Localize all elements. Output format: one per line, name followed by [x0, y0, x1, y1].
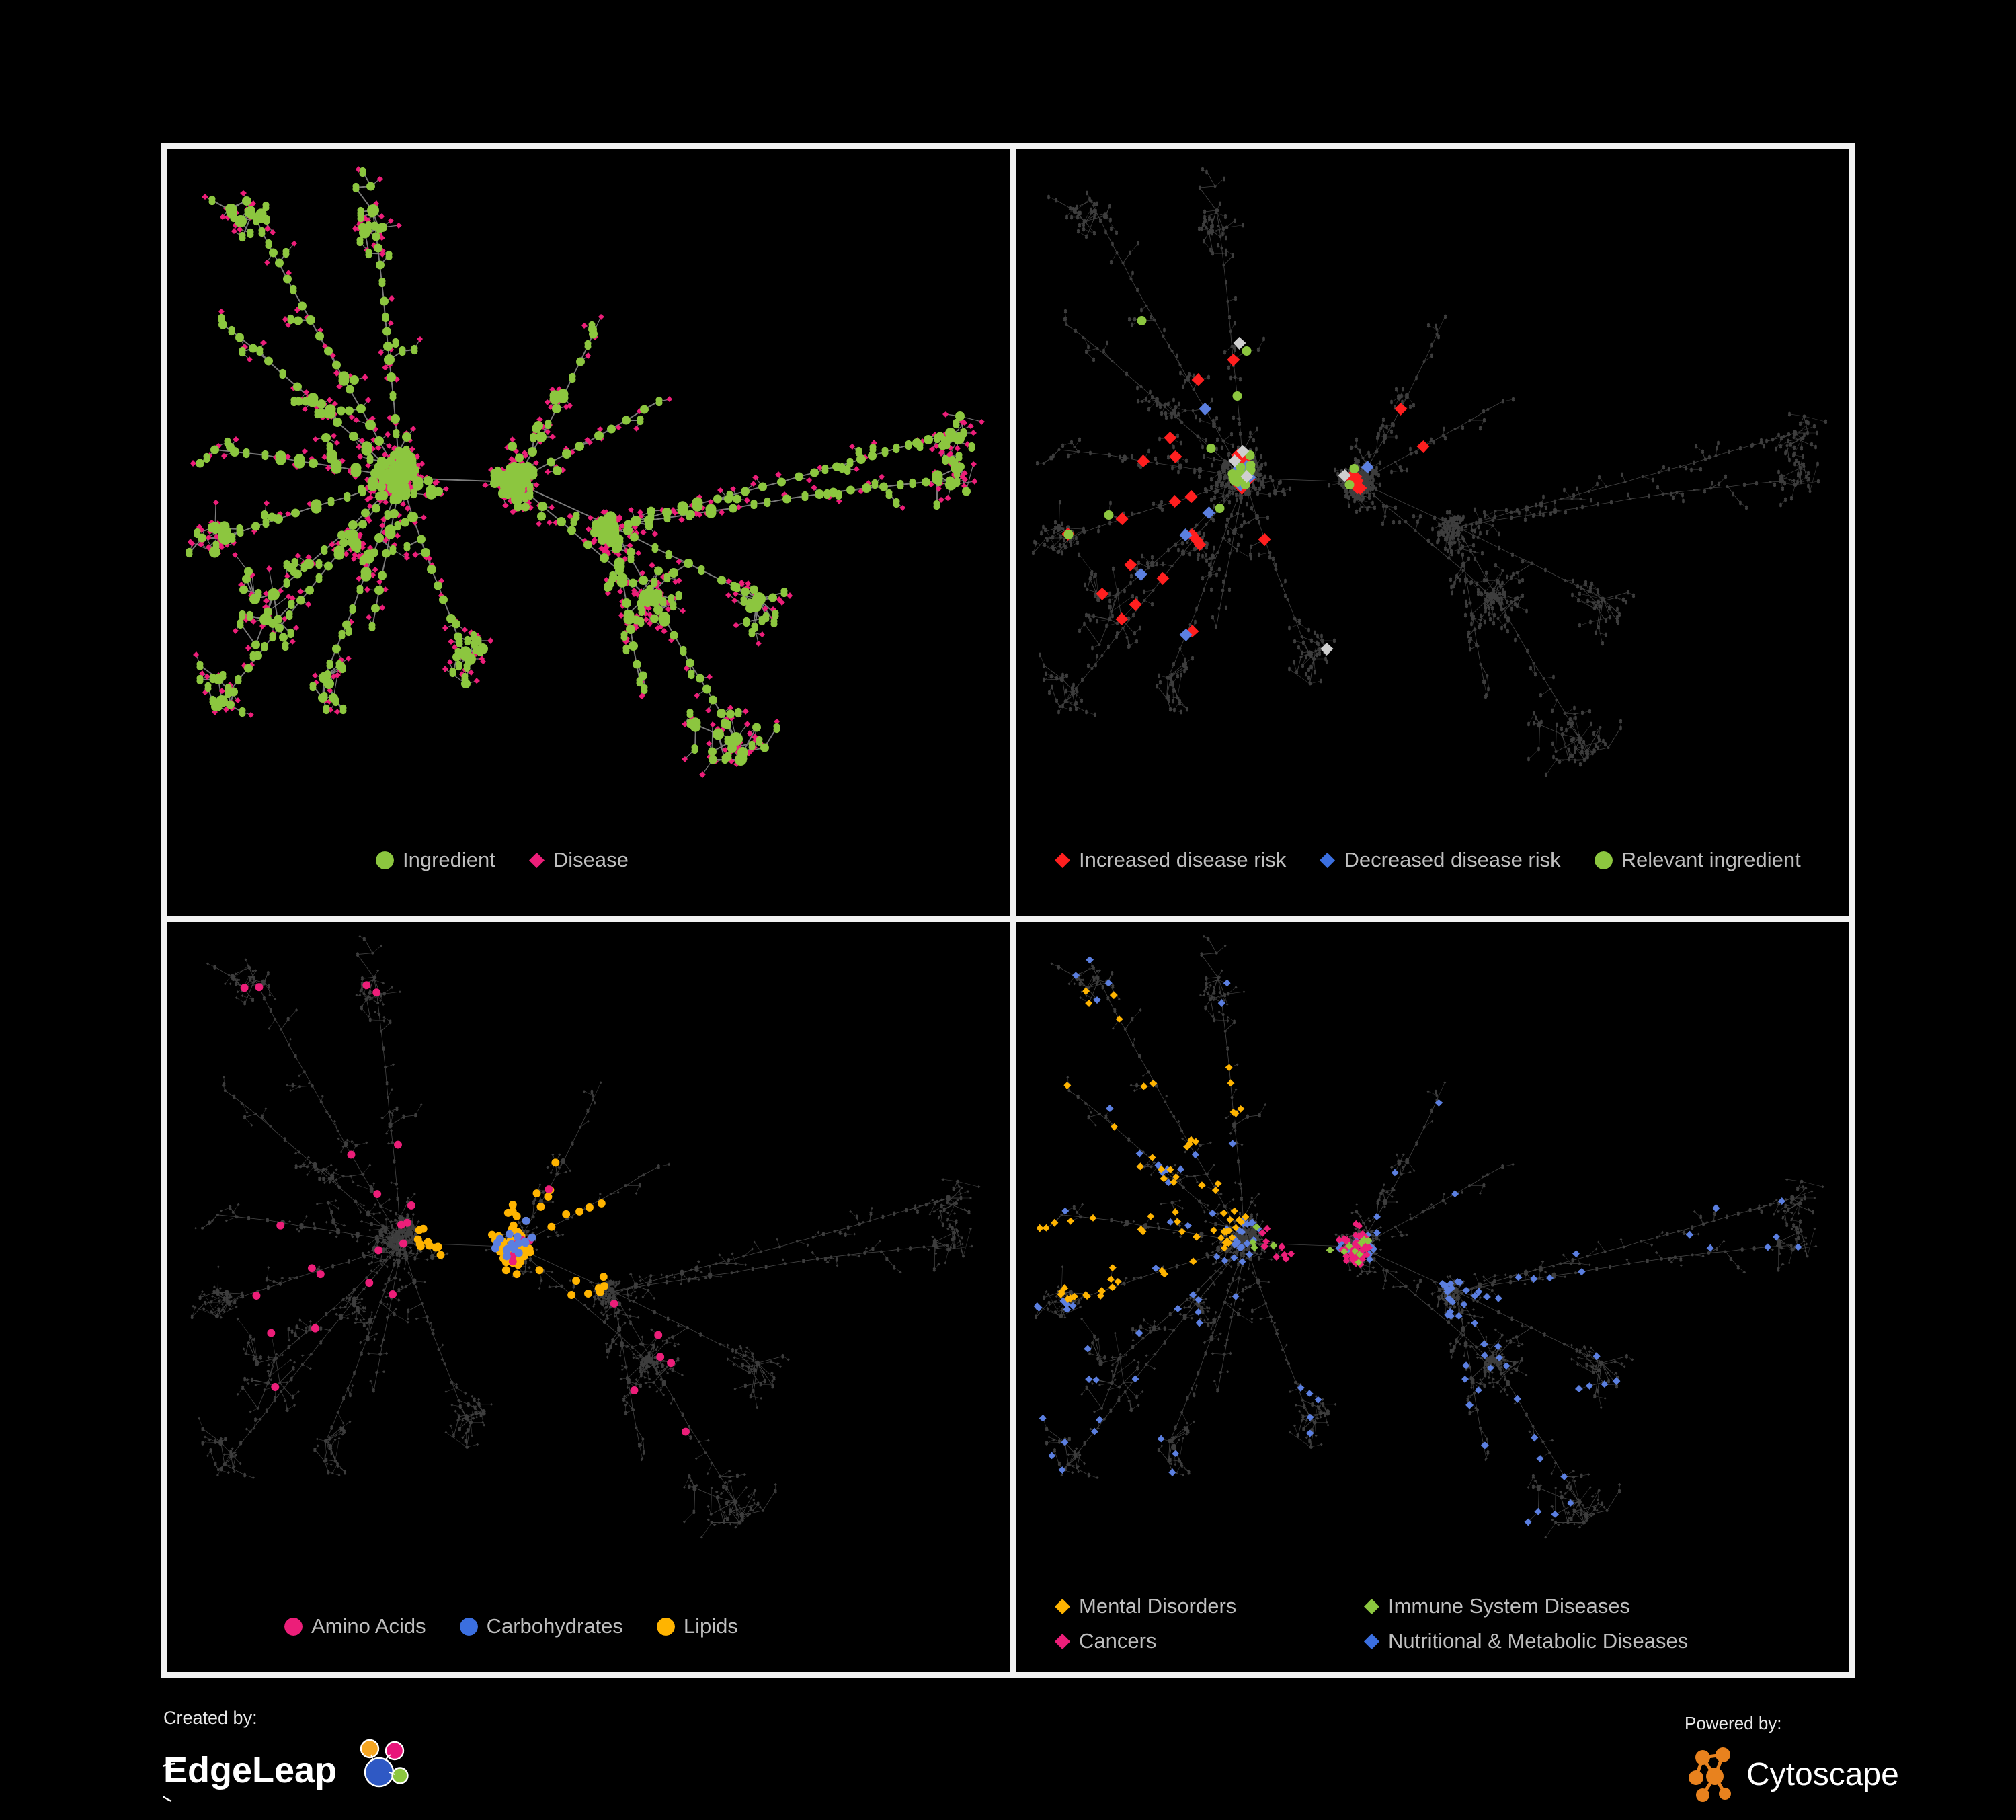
- svg-text:EdgeLeap: EdgeLeap: [163, 1750, 337, 1790]
- svg-text:Cytoscape: Cytoscape: [1746, 1757, 1899, 1792]
